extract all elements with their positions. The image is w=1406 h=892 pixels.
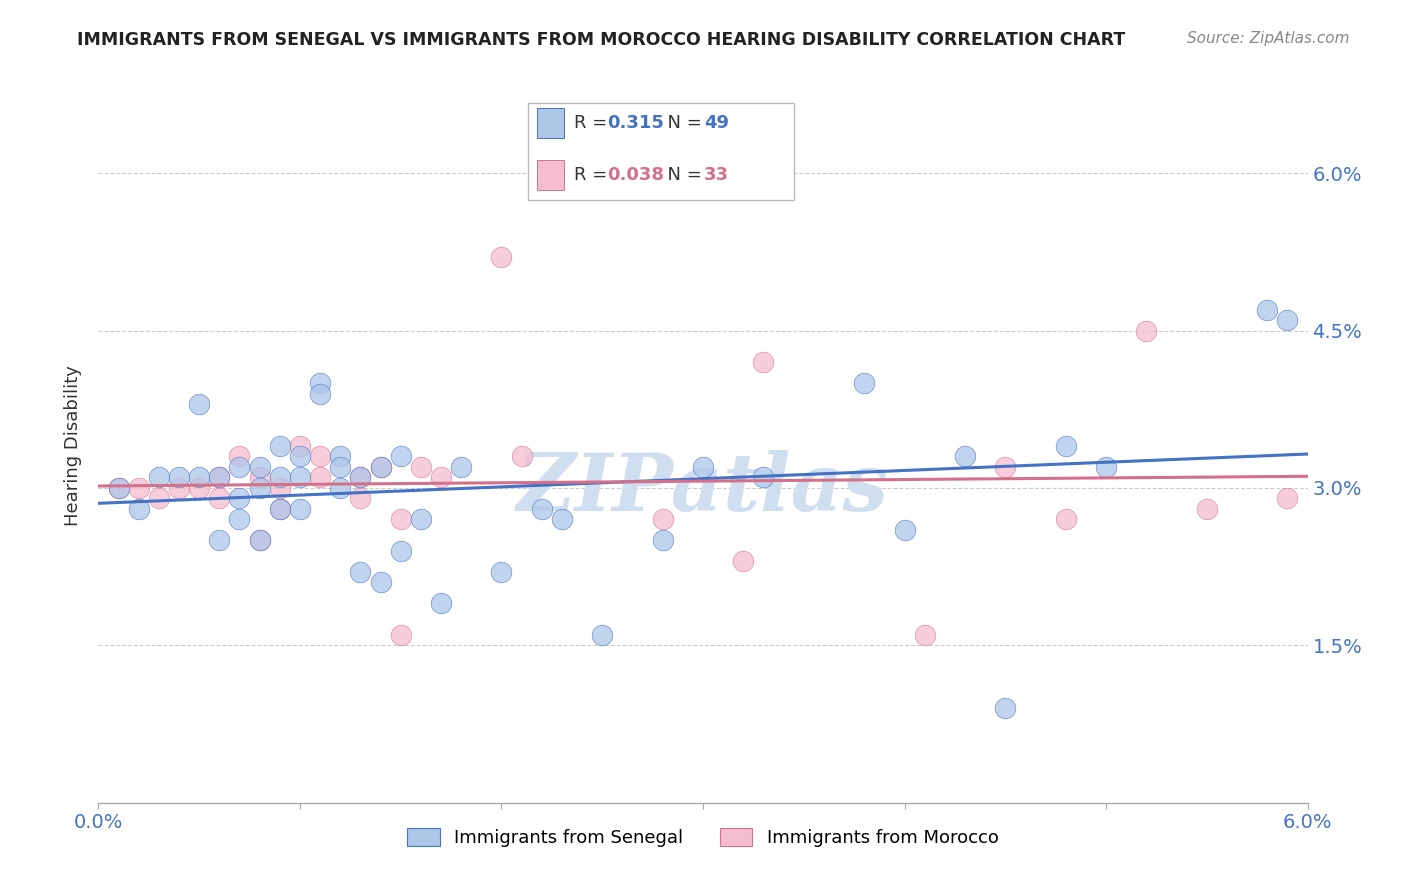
Point bbox=[1256, 302, 1278, 317]
FancyBboxPatch shape bbox=[537, 109, 564, 138]
Point bbox=[128, 502, 150, 516]
Point bbox=[591, 628, 613, 642]
Point bbox=[370, 460, 392, 475]
Point bbox=[389, 450, 412, 464]
Text: N =: N = bbox=[655, 166, 707, 184]
Point bbox=[370, 460, 392, 475]
Legend: Immigrants from Senegal, Immigrants from Morocco: Immigrants from Senegal, Immigrants from… bbox=[396, 817, 1010, 858]
Point bbox=[651, 512, 673, 526]
Point bbox=[188, 470, 211, 484]
Point bbox=[228, 450, 250, 464]
Point bbox=[530, 502, 553, 516]
Point bbox=[349, 470, 371, 484]
Text: 33: 33 bbox=[704, 166, 730, 184]
Text: IMMIGRANTS FROM SENEGAL VS IMMIGRANTS FROM MOROCCO HEARING DISABILITY CORRELATIO: IMMIGRANTS FROM SENEGAL VS IMMIGRANTS FR… bbox=[77, 31, 1126, 49]
Text: 0.315: 0.315 bbox=[607, 114, 665, 132]
Point bbox=[1277, 491, 1299, 506]
Point bbox=[269, 439, 291, 453]
Point bbox=[733, 554, 755, 568]
Point bbox=[450, 460, 472, 475]
Text: 49: 49 bbox=[704, 114, 730, 132]
Point bbox=[1095, 460, 1118, 475]
Point bbox=[208, 533, 231, 548]
Point bbox=[1054, 439, 1077, 453]
Text: R =: R = bbox=[574, 114, 613, 132]
Point bbox=[309, 386, 332, 401]
Point bbox=[309, 376, 332, 390]
Point bbox=[107, 481, 129, 495]
Text: R =: R = bbox=[574, 166, 613, 184]
Text: 0.038: 0.038 bbox=[607, 166, 665, 184]
Point bbox=[128, 481, 150, 495]
Point bbox=[349, 565, 371, 579]
Text: N =: N = bbox=[655, 114, 707, 132]
Point bbox=[692, 460, 714, 475]
Point bbox=[269, 470, 291, 484]
Point bbox=[288, 502, 311, 516]
Point bbox=[228, 460, 250, 475]
Point bbox=[349, 470, 371, 484]
Text: Source: ZipAtlas.com: Source: ZipAtlas.com bbox=[1187, 31, 1350, 46]
Point bbox=[107, 481, 129, 495]
Point bbox=[1277, 313, 1299, 327]
Point bbox=[1135, 324, 1157, 338]
Point bbox=[188, 397, 211, 411]
Point bbox=[893, 523, 915, 537]
Y-axis label: Hearing Disability: Hearing Disability bbox=[65, 366, 83, 526]
Point bbox=[914, 628, 936, 642]
Point bbox=[752, 355, 775, 369]
Point bbox=[491, 250, 513, 264]
FancyBboxPatch shape bbox=[537, 160, 564, 190]
Point bbox=[994, 460, 1017, 475]
Point bbox=[228, 512, 250, 526]
Point bbox=[1054, 512, 1077, 526]
Point bbox=[228, 491, 250, 506]
Point bbox=[953, 450, 976, 464]
Point bbox=[409, 460, 432, 475]
Point bbox=[208, 491, 231, 506]
Point bbox=[167, 481, 190, 495]
Point bbox=[148, 491, 170, 506]
Point bbox=[510, 450, 533, 464]
Point bbox=[430, 596, 453, 610]
Point bbox=[349, 491, 371, 506]
Point bbox=[752, 470, 775, 484]
Point bbox=[551, 512, 574, 526]
Point bbox=[148, 470, 170, 484]
FancyBboxPatch shape bbox=[527, 103, 793, 200]
Point bbox=[309, 470, 332, 484]
Point bbox=[389, 512, 412, 526]
Point bbox=[329, 460, 352, 475]
Point bbox=[188, 481, 211, 495]
Point bbox=[288, 450, 311, 464]
Point bbox=[409, 512, 432, 526]
Point bbox=[1195, 502, 1218, 516]
Point bbox=[329, 450, 352, 464]
Point bbox=[208, 470, 231, 484]
Point bbox=[167, 470, 190, 484]
Point bbox=[249, 533, 271, 548]
Point bbox=[309, 450, 332, 464]
Point bbox=[249, 470, 271, 484]
Point bbox=[249, 481, 271, 495]
Point bbox=[208, 470, 231, 484]
Point bbox=[853, 376, 876, 390]
Point bbox=[430, 470, 453, 484]
Point bbox=[329, 481, 352, 495]
Point bbox=[994, 701, 1017, 715]
Point bbox=[389, 628, 412, 642]
Point bbox=[269, 502, 291, 516]
Text: ZIPatlas: ZIPatlas bbox=[517, 450, 889, 527]
Point bbox=[389, 544, 412, 558]
Point bbox=[288, 470, 311, 484]
Point bbox=[491, 565, 513, 579]
Point bbox=[370, 575, 392, 590]
Point bbox=[288, 439, 311, 453]
Point bbox=[269, 502, 291, 516]
Point bbox=[269, 481, 291, 495]
Point bbox=[249, 460, 271, 475]
Point bbox=[249, 533, 271, 548]
Point bbox=[651, 533, 673, 548]
